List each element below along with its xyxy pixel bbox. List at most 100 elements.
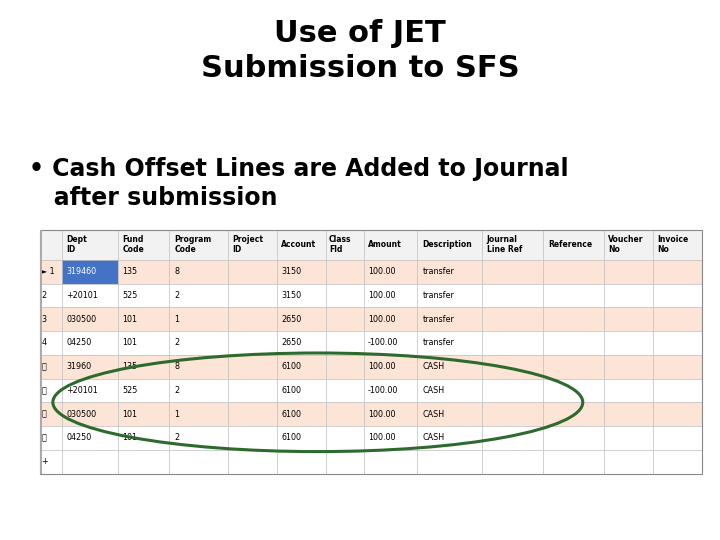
Bar — [482, 260, 543, 284]
Text: CASH: CASH — [423, 410, 444, 418]
Bar — [653, 426, 702, 450]
Bar — [364, 307, 417, 331]
Text: -100.00: -100.00 — [368, 339, 398, 347]
Bar — [653, 307, 702, 331]
Text: Project
ID: Project ID — [233, 235, 264, 254]
Bar — [40, 402, 62, 426]
Text: 8: 8 — [174, 362, 179, 371]
Bar — [364, 260, 417, 284]
Bar — [40, 355, 62, 379]
Bar — [277, 450, 326, 474]
Bar — [228, 260, 277, 284]
Text: 6100: 6100 — [281, 434, 301, 442]
Text: 3: 3 — [41, 315, 46, 323]
Text: -100.00: -100.00 — [368, 386, 398, 395]
Bar — [169, 307, 228, 331]
Bar — [277, 426, 326, 450]
Bar — [62, 402, 118, 426]
Text: 3150: 3150 — [281, 291, 301, 300]
Bar — [118, 230, 169, 260]
Text: 🔒: 🔒 — [41, 386, 46, 395]
Bar — [605, 230, 653, 260]
Bar — [277, 284, 326, 307]
Bar — [417, 230, 482, 260]
Text: CASH: CASH — [423, 386, 444, 395]
Text: Account: Account — [281, 240, 316, 249]
Text: 2650: 2650 — [281, 339, 302, 347]
Text: transfer: transfer — [423, 291, 454, 300]
Text: 100.00: 100.00 — [368, 291, 395, 300]
Text: 3150: 3150 — [281, 267, 301, 276]
Bar — [326, 307, 364, 331]
Bar — [417, 331, 482, 355]
Bar — [326, 426, 364, 450]
Bar — [482, 426, 543, 450]
Text: 1: 1 — [174, 410, 179, 418]
Bar — [417, 426, 482, 450]
Text: 030500: 030500 — [66, 315, 96, 323]
Text: 6100: 6100 — [281, 386, 301, 395]
Bar — [40, 284, 62, 307]
Text: 04250: 04250 — [66, 434, 91, 442]
Bar — [118, 355, 169, 379]
Text: +20101: +20101 — [66, 291, 98, 300]
Text: 100.00: 100.00 — [368, 434, 395, 442]
Text: 135: 135 — [122, 267, 138, 276]
Bar — [653, 379, 702, 402]
Text: 2: 2 — [174, 434, 179, 442]
Bar — [62, 379, 118, 402]
Text: 🔒: 🔒 — [41, 362, 46, 371]
Bar — [118, 426, 169, 450]
Bar — [543, 426, 605, 450]
Bar — [40, 379, 62, 402]
Text: 100.00: 100.00 — [368, 410, 395, 418]
Text: Class
Fld: Class Fld — [329, 235, 351, 254]
Bar — [653, 284, 702, 307]
Bar — [118, 402, 169, 426]
Text: 1: 1 — [174, 315, 179, 323]
Bar — [169, 450, 228, 474]
Bar — [364, 379, 417, 402]
Bar — [605, 355, 653, 379]
Bar — [653, 402, 702, 426]
Bar — [482, 284, 543, 307]
Bar — [62, 230, 118, 260]
Bar — [482, 331, 543, 355]
Bar — [653, 450, 702, 474]
Text: 04250: 04250 — [66, 339, 91, 347]
Text: +: + — [41, 457, 48, 466]
Bar — [482, 230, 543, 260]
Bar — [605, 426, 653, 450]
Text: Fund
Code: Fund Code — [122, 235, 144, 254]
Bar — [326, 379, 364, 402]
Bar — [605, 284, 653, 307]
Bar — [605, 402, 653, 426]
Bar — [40, 230, 62, 260]
Bar — [417, 284, 482, 307]
Bar — [62, 331, 118, 355]
Bar — [118, 284, 169, 307]
Text: Program
Code: Program Code — [174, 235, 212, 254]
Bar — [277, 331, 326, 355]
Bar — [653, 230, 702, 260]
Text: Reference: Reference — [548, 240, 592, 249]
Bar — [364, 426, 417, 450]
Bar — [543, 355, 605, 379]
Bar — [118, 307, 169, 331]
Text: 2650: 2650 — [281, 315, 302, 323]
Bar — [543, 379, 605, 402]
Bar — [605, 331, 653, 355]
Bar — [118, 450, 169, 474]
Bar — [40, 307, 62, 331]
Bar — [169, 260, 228, 284]
Bar — [543, 331, 605, 355]
Bar — [605, 379, 653, 402]
Text: 030500: 030500 — [66, 410, 96, 418]
Text: ► 1: ► 1 — [41, 267, 55, 276]
Bar — [40, 426, 62, 450]
Bar — [326, 331, 364, 355]
Text: 135: 135 — [122, 362, 138, 371]
Text: 525: 525 — [122, 291, 138, 300]
Text: Description: Description — [423, 240, 472, 249]
Bar — [277, 355, 326, 379]
